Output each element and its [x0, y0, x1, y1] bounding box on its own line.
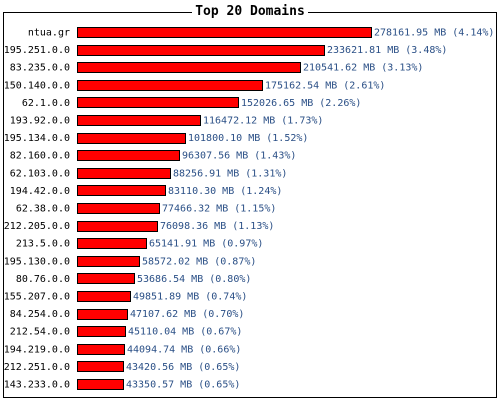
bar	[77, 344, 125, 355]
bar	[77, 326, 126, 337]
bar	[77, 150, 180, 161]
value-label: 96307.56 MB (1.43%)	[182, 151, 296, 162]
category-label: 212.54.0.0	[10, 327, 70, 338]
category-label: 150.140.0.0	[4, 80, 70, 91]
category-label: 194.42.0.0	[10, 186, 70, 197]
category-label: ntua.gr	[28, 28, 70, 39]
category-label: 193.92.0.0	[10, 116, 70, 127]
category-label: 143.233.0.0	[4, 380, 70, 391]
bar	[77, 62, 301, 73]
value-label: 175162.54 MB (2.61%)	[265, 80, 385, 91]
value-label: 210541.62 MB (3.13%)	[303, 63, 423, 74]
value-label: 58572.02 MB (0.87%)	[142, 256, 256, 267]
category-label: 62.1.0.0	[22, 98, 70, 109]
bar	[77, 97, 239, 108]
bar	[77, 203, 160, 214]
value-label: 65141.91 MB (0.97%)	[149, 239, 263, 250]
value-label: 88256.91 MB (1.31%)	[173, 168, 287, 179]
bar	[77, 185, 166, 196]
category-label: 212.251.0.0	[4, 362, 70, 373]
category-label: 194.219.0.0	[4, 344, 70, 355]
bar	[77, 291, 131, 302]
value-label: 152026.65 MB (2.26%)	[241, 98, 361, 109]
value-label: 53686.54 MB (0.80%)	[137, 274, 251, 285]
value-label: 83110.30 MB (1.24%)	[168, 186, 282, 197]
category-label: 80.76.0.0	[16, 274, 70, 285]
bar	[77, 115, 201, 126]
bar	[77, 256, 140, 267]
chart-title-wrap: Top 20 Domains	[0, 4, 500, 20]
value-label: 45110.04 MB (0.67%)	[128, 327, 242, 338]
category-label: 84.254.0.0	[10, 309, 70, 320]
bar	[77, 273, 135, 284]
category-label: 62.103.0.0	[10, 168, 70, 179]
bar	[77, 221, 158, 232]
value-label: 278161.95 MB (4.14%)	[374, 28, 494, 39]
category-label: 155.207.0.0	[4, 292, 70, 303]
chart-title: Top 20 Domains	[192, 4, 308, 19]
category-label: 213.5.0.0	[16, 239, 70, 250]
category-label: 212.205.0.0	[4, 221, 70, 232]
bar	[77, 361, 124, 372]
bar	[77, 379, 124, 390]
bar	[77, 238, 147, 249]
value-label: 49851.89 MB (0.74%)	[133, 292, 247, 303]
category-label: 195.130.0.0	[4, 256, 70, 267]
value-label: 76098.36 MB (1.13%)	[160, 221, 274, 232]
bar	[77, 168, 171, 179]
bar	[77, 27, 372, 38]
bar	[77, 309, 128, 320]
value-label: 77466.32 MB (1.15%)	[162, 204, 276, 215]
category-label: 83.235.0.0	[10, 63, 70, 74]
bar	[77, 133, 186, 144]
value-label: 43350.57 MB (0.65%)	[126, 380, 240, 391]
category-label: 195.134.0.0	[4, 133, 70, 144]
category-label: 82.160.0.0	[10, 151, 70, 162]
value-label: 101800.10 MB (1.52%)	[188, 133, 308, 144]
value-label: 44094.74 MB (0.66%)	[127, 344, 241, 355]
value-label: 43420.56 MB (0.65%)	[126, 362, 240, 373]
bar	[77, 45, 325, 56]
bar-rows: ntua.gr 278161.95 MB (4.14%) 195.251.0.0 23…	[4, 27, 494, 391]
category-label: 62.38.0.0	[16, 204, 70, 215]
value-label: 233621.81 MB (3.48%)	[327, 45, 447, 56]
bar	[77, 80, 263, 91]
value-label: 116472.12 MB (1.73%)	[203, 116, 323, 127]
category-label: 195.251.0.0	[4, 45, 70, 56]
value-label: 47107.62 MB (0.70%)	[130, 309, 244, 320]
